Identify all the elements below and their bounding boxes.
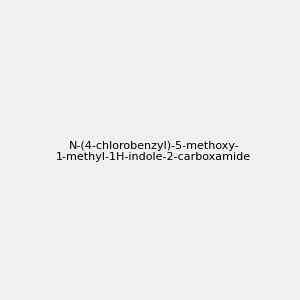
Text: N-(4-chlorobenzyl)-5-methoxy-
1-methyl-1H-indole-2-carboxamide: N-(4-chlorobenzyl)-5-methoxy- 1-methyl-1… bbox=[56, 141, 251, 162]
